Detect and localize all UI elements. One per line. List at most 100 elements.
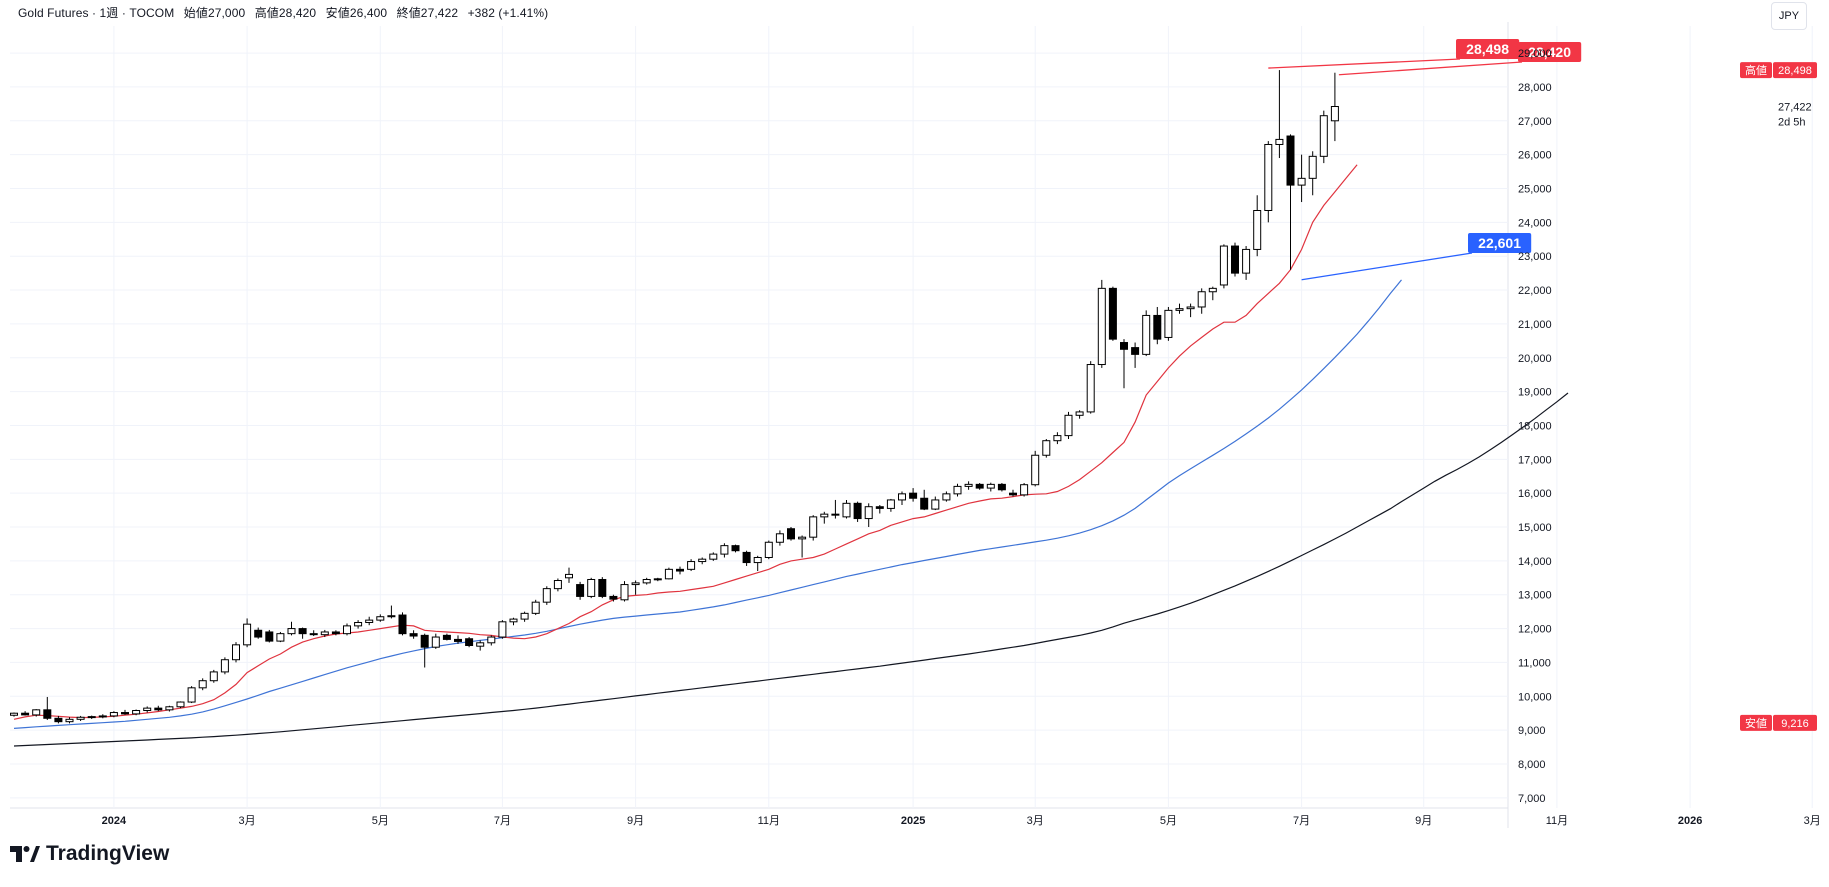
tradingview-logo[interactable]: TradingView [10,842,169,866]
candle-body [1064,414,1073,437]
ma-mid-series [13,279,1402,729]
x-tick-label: 2024 [102,815,127,827]
ma-badge-bg [1468,233,1532,253]
candle-body [1231,245,1239,274]
candle-body [43,709,52,719]
candle-body [1020,484,1029,496]
candle-body [853,502,862,520]
open-value: 始値27,000 [183,6,246,20]
candle-body [931,499,940,510]
candle-body [986,483,995,489]
x-tick-label: 7月 [1293,815,1310,827]
candle-body [864,506,873,520]
candle-body [98,715,107,718]
candle-body [1286,135,1295,186]
candle-body [953,485,962,495]
candle-body [1275,138,1284,145]
y-tick-label: 22,000 [1518,285,1552,297]
axis-value-bg [1773,714,1817,731]
candle-body [254,629,263,638]
candle-body [775,533,784,543]
candle-body [498,621,507,638]
candle-body [165,706,174,711]
candle-body [1297,177,1306,186]
ma-short-line [13,164,1358,720]
candle-body [1242,248,1251,274]
last-high-badge: 28,420 [1528,44,1571,60]
candle-body [664,568,673,580]
candle-body [1009,492,1017,496]
y-tick-label: 21,000 [1518,319,1552,331]
candle-body [1219,245,1228,286]
candle-body [631,582,640,586]
y-tick-label: 7,000 [1518,793,1546,805]
ma-badge-pointer [1301,252,1473,281]
candle-body [709,553,718,560]
candle-body [232,644,240,661]
candle-body [886,499,895,509]
candle-body [531,601,540,614]
candle-body [687,561,696,570]
candle-body [753,556,762,564]
x-tick-label: 9月 [627,815,644,827]
candle-body [920,497,929,510]
candle-body [609,595,618,600]
candle-body [875,506,884,509]
candle-body [343,625,351,635]
candle-body [787,528,795,540]
candle-body [220,659,229,673]
candle-body [909,492,918,499]
symbol-title[interactable]: Gold Futures · 1週 · TOCOM [18,6,175,20]
candle-body [698,558,707,563]
candle-body [1308,155,1317,179]
candle-body [620,584,629,601]
candle-body [32,709,41,716]
time-axis[interactable]: 20243月5月7月9月11月20253月5月7月9月11月20263月5月7月 [102,815,1829,827]
candle-body [1186,306,1195,310]
high-value: 高値28,420 [254,6,317,20]
candles [10,70,1339,724]
y-tick-label: 27,000 [1518,116,1552,128]
candle-body [798,536,807,540]
x-tick-label: 7月 [494,815,511,827]
candle-body [331,631,340,635]
y-tick-label: 25,000 [1518,183,1552,195]
axis-info-label: 2d 5h [1778,116,1806,128]
axis-tag-bg [1740,714,1772,731]
y-tick-label: 26,000 [1518,150,1552,162]
candle-body [132,710,141,715]
candle-body [10,712,18,716]
candle-body [1175,308,1184,311]
x-tick-label: 11月 [758,815,780,827]
tradingview-logo-icon [10,846,40,862]
currency-button[interactable]: JPY [1771,2,1807,30]
axis-tag-label: 安値 [1745,716,1767,730]
x-tick-label: 3月 [239,815,256,827]
candle-body [287,628,296,635]
candle-body [365,619,374,623]
price-axis[interactable]: 7,000 8,000 9,000 10,000 11,000 12,000 13,000 1… [1518,48,1817,805]
candle-body [176,701,185,708]
candle-body [320,631,329,636]
y-tick-label: 11,000 [1518,657,1551,669]
last-high-badge-bg [1518,42,1582,62]
candle-body [309,633,318,636]
y-tick-label: 13,000 [1518,590,1552,602]
candle-body [398,614,407,635]
candle-body [276,633,285,642]
y-tick-label: 20,000 [1518,353,1552,365]
candle-body [1075,411,1084,416]
candle-body [87,716,96,719]
candle-body [1153,314,1162,340]
grid [10,22,1813,828]
high-badge-bg [1456,39,1520,59]
candle-body [143,707,152,712]
candle-body [1086,364,1095,413]
candle-body [1253,209,1262,250]
candle-body [653,578,662,581]
candle-body [576,584,585,597]
y-tick-label: 24,000 [1518,217,1552,229]
x-tick-label: 3月 [1027,815,1044,827]
candle-body [1330,106,1339,122]
